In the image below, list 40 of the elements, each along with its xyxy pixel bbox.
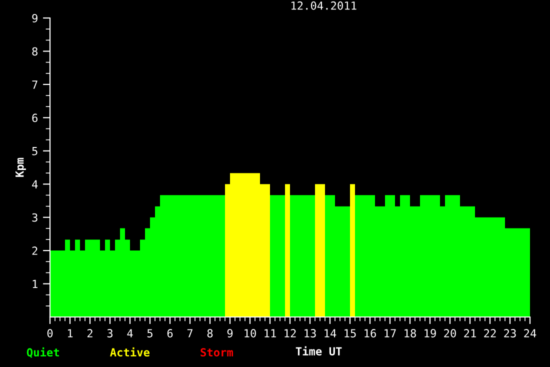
x-tick-label: 4 xyxy=(127,329,133,338)
x-tick-label: 12 xyxy=(284,329,296,338)
x-tick-label: 11 xyxy=(264,329,276,338)
x-tick-label: 16 xyxy=(364,329,376,338)
x-tick-label: 13 xyxy=(304,329,316,338)
x-axis-title: Time UT xyxy=(296,346,342,356)
x-tick-label: 10 xyxy=(244,329,256,338)
x-tick-label: 7 xyxy=(187,329,193,338)
x-tick-label: 19 xyxy=(424,329,436,338)
x-tick-label: 8 xyxy=(207,329,213,338)
y-tick-label: 1 xyxy=(32,280,38,288)
x-tick-label: 20 xyxy=(444,329,456,338)
chart-title: 12.04.2011 xyxy=(291,1,356,10)
x-tick-label: 9 xyxy=(227,329,233,338)
x-tick-label: 5 xyxy=(147,329,152,338)
x-tick-label: 6 xyxy=(167,329,173,338)
text: Quiet xyxy=(26,347,59,358)
x-tick-label: 0 xyxy=(47,329,53,338)
y-tick-label: 2 xyxy=(32,246,38,255)
y-tick-label: 4 xyxy=(32,180,38,188)
text: Active xyxy=(110,347,150,357)
y-axis-title: Kpm xyxy=(16,158,26,177)
y-tick-label: 5 xyxy=(32,147,38,156)
y-tick-label: 9 xyxy=(32,14,38,22)
x-tick-label: 15 xyxy=(344,329,356,338)
x-tick-label: 18 xyxy=(404,329,416,338)
x-tick-label: 22 xyxy=(484,329,496,338)
x-tick-label: 14 xyxy=(324,329,336,338)
x-tick-label: 23 xyxy=(504,329,516,338)
y-tick-label: 3 xyxy=(32,213,38,222)
y-tick-label: 6 xyxy=(32,114,38,122)
x-tick-label: 2 xyxy=(87,329,92,338)
x-tick-label: 1 xyxy=(68,329,73,338)
legend-label: Storm xyxy=(200,348,234,357)
x-tick-label: 21 xyxy=(464,329,476,338)
x-tick-label: 17 xyxy=(384,329,396,338)
x-tick-label: 24 xyxy=(524,329,536,338)
x-tick-label: 3 xyxy=(107,329,113,338)
y-tick-label: 8 xyxy=(32,47,38,56)
y-tick-label: 7 xyxy=(32,80,38,89)
